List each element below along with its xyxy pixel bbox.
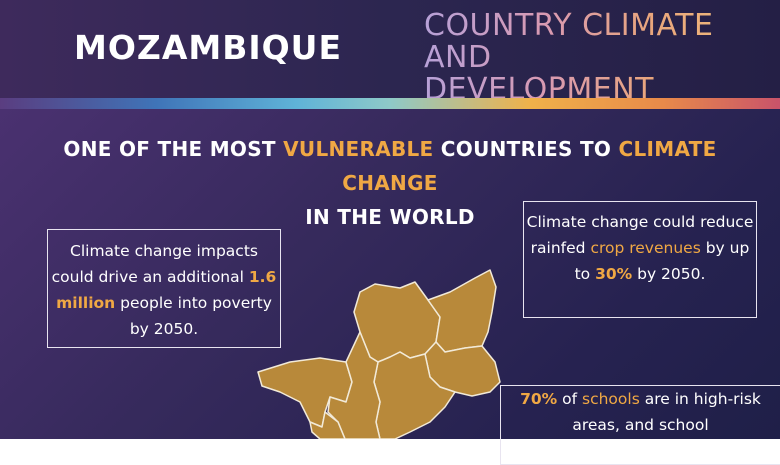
mozambique-map-icon — [257, 269, 501, 439]
headline-highlight-climate-change: CLIMATE CHANGE — [342, 137, 717, 195]
headline-part1: ONE OF THE MOST — [63, 137, 284, 161]
fact-poverty-highlight: 1.6 million — [56, 268, 277, 312]
fact-crops-text2: by up to — [574, 239, 750, 283]
color-stripe — [0, 98, 780, 109]
fact-crops-highlight2: 30% — [595, 265, 633, 283]
fact-poverty-text2: people into poverty by 2050. — [115, 294, 272, 338]
fact-crops: Climate change could reduce rainfed crop… — [523, 201, 757, 318]
headline-highlight-vulnerable: VULNERABLE — [283, 137, 434, 161]
headline-part2: COUNTRIES TO — [433, 137, 619, 161]
report-title-line1: COUNTRY CLIMATE AND — [424, 8, 714, 75]
headline-part3: IN THE WORLD — [305, 205, 475, 229]
headline: ONE OF THE MOST VULNERABLE COUNTRIES TO … — [20, 132, 760, 234]
header-banner — [0, 0, 780, 98]
fact-schools-highlight1: 70% — [520, 390, 558, 408]
fact-schools: 70% of schools are in high-risk areas, a… — [500, 385, 780, 465]
fact-schools-text2: are in high-risk areas, and school — [572, 390, 761, 434]
fact-poverty: Climate change impacts could drive an ad… — [47, 229, 281, 348]
fact-crops-text3: by 2050. — [632, 265, 706, 283]
country-title: MOZAMBIQUE — [74, 28, 343, 67]
fact-crops-highlight1: crop revenues — [590, 239, 701, 257]
fact-schools-text1: of — [557, 390, 583, 408]
fact-schools-highlight2: schools — [582, 390, 640, 408]
fact-poverty-text1: Climate change impacts could drive an ad… — [51, 242, 258, 286]
fact-crops-text1: Climate change could reduce rainfed — [526, 213, 754, 257]
